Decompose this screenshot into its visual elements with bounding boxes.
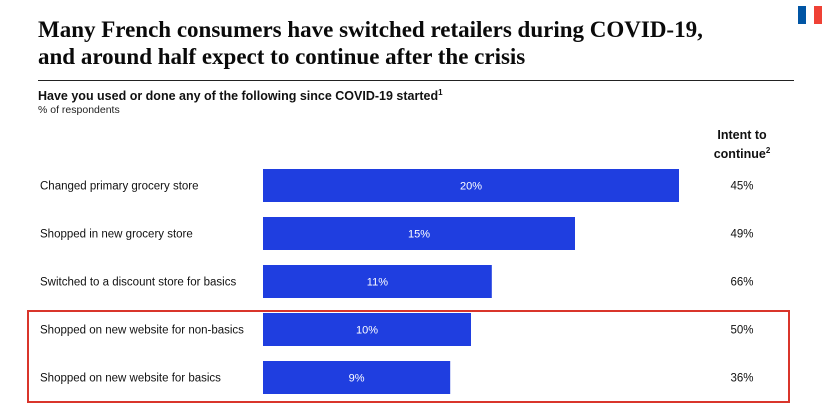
intent-value-label: 36% (730, 373, 753, 385)
chart-title: Many French consumers have switched reta… (38, 16, 798, 70)
flag-stripe-blue (798, 6, 806, 24)
intent-header-line-1: Intent to (717, 128, 767, 142)
bar (263, 313, 471, 346)
bar-value-label: 15% (408, 229, 430, 241)
unit-label: % of respondents (38, 104, 120, 116)
title-divider (38, 80, 794, 81)
chart-title-line-2: and around half expect to continue after… (38, 44, 526, 69)
intent-value-label: 66% (730, 277, 753, 289)
intent-value-label: 49% (730, 229, 753, 241)
chart-title-line-1: Many French consumers have switched reta… (38, 17, 703, 42)
bar (263, 265, 492, 298)
chart-subtitle-text: Have you used or done any of the followi… (38, 89, 439, 104)
bar-value-label: 11% (367, 277, 388, 289)
intent-column-header: Intent to continue2 (700, 127, 784, 162)
intent-header-footnote: 2 (765, 146, 771, 155)
bar-value-label: 20% (460, 181, 482, 193)
category-label: Shopped on new website for basics (40, 373, 221, 385)
category-label: Changed primary grocery store (40, 181, 199, 193)
highlight-box (27, 310, 790, 403)
bar (263, 361, 451, 394)
category-label: Shopped in new grocery store (40, 229, 193, 241)
category-label: Shopped on new website for non-basics (40, 325, 244, 337)
intent-header-line-2: continue2 (700, 143, 784, 162)
bar-value-label: 10% (356, 325, 378, 337)
intent-value-label: 45% (730, 181, 753, 193)
bar-value-label: 9% (349, 373, 365, 385)
france-flag-icon (798, 6, 822, 24)
flag-stripe-red (814, 6, 822, 24)
intent-value-label: 50% (730, 325, 753, 337)
intent-header-line-2-text: continue (713, 147, 766, 162)
chart-subtitle: Have you used or done any of the followi… (38, 88, 443, 103)
subtitle-footnote: 1 (438, 88, 443, 97)
bar (263, 217, 575, 250)
category-label: Switched to a discount store for basics (40, 277, 236, 289)
bar (263, 169, 679, 202)
flag-stripe-white (806, 6, 814, 24)
